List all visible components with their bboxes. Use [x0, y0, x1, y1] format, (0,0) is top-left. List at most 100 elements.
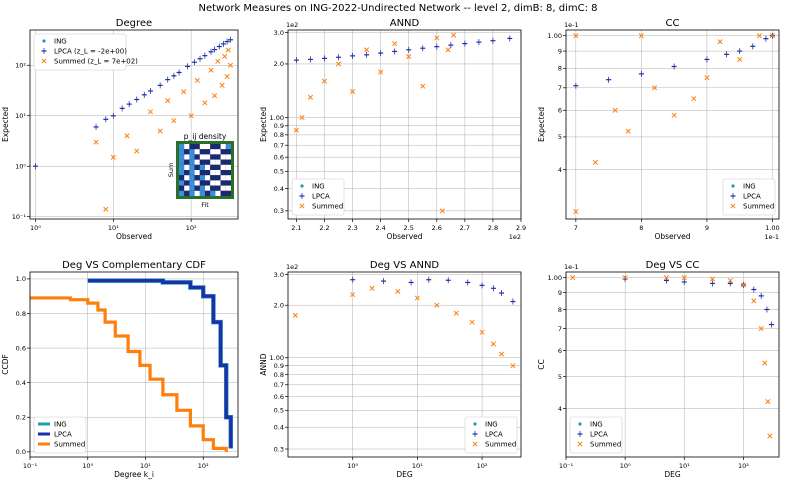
deg_annd-legend-swatch-point-2 [472, 441, 478, 447]
annd-series-summed-point-6 [364, 47, 370, 53]
annd-series-lpca-point-7 [392, 48, 398, 55]
deg_cc-series-lpca-point-6 [751, 286, 757, 293]
deg_annd-xtick-2: 10² [477, 462, 488, 470]
annd-series-summed-point-4 [335, 61, 342, 67]
degree-series-lpca-point-22 [227, 36, 233, 43]
degree-series-lpca-point-19 [216, 43, 222, 50]
annd-series-lpca-point-0 [293, 57, 299, 64]
deg_annd-series-lpca-point-5 [465, 279, 471, 286]
deg_cc-ytick-1: 5 [558, 373, 562, 381]
degree-legend-swatch-point-0 [42, 39, 46, 43]
deg_cc-series-lpca-point-4 [727, 280, 733, 287]
annd-frame [287, 29, 522, 220]
cc-series-lpca-point-0 [573, 82, 579, 89]
ccdf-ytick-2: 0.4 [16, 379, 26, 387]
degree-series-lpca-point-9 [157, 82, 163, 89]
annd-xoffset: 1e2 [509, 233, 521, 241]
deg_annd-series-summed-point-4 [414, 295, 420, 301]
degree-series-summed-point-14 [212, 93, 218, 99]
annd-ylabel: Expected [259, 107, 268, 142]
deg_cc-xtick-2: 10¹ [679, 462, 690, 470]
annd-ytick-3: 0.6 [274, 153, 284, 161]
degree-series-lpca-point-20 [220, 40, 226, 47]
annd-xtick-1: 2.2 [319, 224, 329, 232]
deg_annd-title: Deg VS ANND [370, 260, 440, 271]
degree-series-lpca-point-1 [93, 123, 99, 130]
deg_cc-xtick-0: 10⁻¹ [559, 462, 574, 470]
degree-ytick-3: 10² [15, 62, 26, 70]
deg_annd-xtick-1: 10¹ [412, 462, 423, 470]
degree-series-summed-point-4 [134, 148, 140, 154]
annd-series-lpca-point-5 [364, 51, 370, 58]
deg_cc-series-summed-point-1 [622, 275, 628, 281]
annd-legend-swatch-point-2 [299, 203, 305, 209]
ccdf-ytick-0: 0.0 [16, 448, 26, 456]
annd-series-lpca-point-3 [336, 54, 342, 61]
annd-xtick-6: 2.7 [460, 224, 470, 232]
degree-series-lpca-point-17 [208, 48, 214, 55]
degree-series-lpca-point-6 [134, 96, 140, 103]
cc-series-lpca [573, 32, 775, 89]
ccdf-xtick-2: 10¹ [140, 462, 151, 470]
deg_annd-ytick-3: 0.6 [274, 393, 284, 401]
annd-series-summed-point-0 [293, 127, 299, 133]
deg_cc-series-lpca-point-8 [764, 306, 770, 313]
degree-series-summed-point-10 [188, 113, 194, 119]
degree-series-summed-point-15 [215, 58, 221, 64]
annd-legend-label-0: ING [312, 183, 325, 191]
degree-xtick-0: 10⁰ [30, 224, 41, 232]
cc-series-lpca-point-7 [750, 43, 756, 50]
annd-legend-swatch-point-0 [300, 184, 304, 188]
annd-xlabel: Observed [386, 232, 422, 241]
cc-xoffset: 1e-1 [764, 233, 779, 241]
ccdf-series-lpca [87, 279, 233, 449]
annd-ytick-4: 0.7 [274, 142, 284, 150]
degree-series-lpca-point-5 [126, 101, 132, 108]
deg_cc-xtick-3: 10² [738, 462, 749, 470]
annd-series-summed-point-10 [420, 83, 426, 89]
annd-legend-swatch-point-1 [299, 193, 305, 199]
annd-series-lpca-point-14 [490, 37, 496, 44]
cc-ytick-4: 8 [558, 65, 562, 73]
ccdf-xtick-3: 10² [198, 462, 209, 470]
cc-series-summed-point-2 [592, 159, 599, 165]
cc-xtick-1: 8 [639, 224, 643, 232]
annd-series-lpca [293, 35, 513, 64]
cc-ytick-5: 9 [558, 47, 562, 55]
cc-series-summed-point-3 [612, 107, 618, 113]
deg_annd-legend-label-1: LPCA [485, 431, 503, 439]
panel-cc: 7 8 9 1.004567891.001e-11e-1CCObservedExpec… [537, 18, 780, 241]
ccdf-legend-label-1: LPCA [54, 431, 72, 439]
degree-series-lpca-point-11 [171, 72, 177, 79]
cc-ytick-0: 4 [558, 166, 562, 174]
cc-series-summed-point-11 [737, 56, 743, 63]
deg_annd-series-summed-point-11 [510, 363, 516, 369]
degree-xtick-1: 10¹ [108, 224, 119, 232]
deg_cc-series-summed-point-7 [751, 298, 757, 304]
deg_cc-legend: ING LPCA Summed [569, 416, 623, 454]
degree-series-summed-point-11 [194, 77, 200, 84]
deg_annd-series-summed-point-9 [490, 341, 496, 347]
degree-legend-swatch-point-1 [41, 48, 47, 54]
deg_annd-series-summed-point-8 [479, 329, 485, 335]
panel-annd: 2.1 2.2 2.3 2.4 2.5 2.6 2.7 2.8 2.9 0.3 0.4 0.5 0.6 0… [259, 18, 526, 241]
degree-series-summed [93, 47, 234, 212]
deg_cc-ytick-5: 9 [558, 289, 562, 297]
degree-series-summed-point-18 [224, 73, 230, 80]
deg_annd-series-lpca-point-2 [408, 279, 414, 286]
annd-series-lpca-point-12 [462, 40, 468, 47]
cc-series-lpca-point-6 [737, 48, 743, 55]
deg_cc-series-summed-point-3 [681, 275, 687, 281]
deg_cc-legend-label-0: ING [590, 421, 603, 429]
deg_cc-series-summed [570, 275, 773, 439]
annd-series-lpca-point-11 [448, 42, 454, 49]
ccdf-ytick-4: 0.8 [16, 310, 26, 318]
deg_annd-series-summed-point-2 [369, 285, 375, 291]
cc-series-summed-point-5 [638, 33, 644, 39]
cc-series-summed-point-7 [671, 112, 677, 118]
ccdf-ytick-1: 0.2 [16, 414, 26, 422]
deg_cc-ytick-2: 6 [558, 347, 562, 355]
cc-legend-swatch-point-0 [731, 184, 735, 188]
annd-series-lpca-point-10 [434, 43, 440, 50]
